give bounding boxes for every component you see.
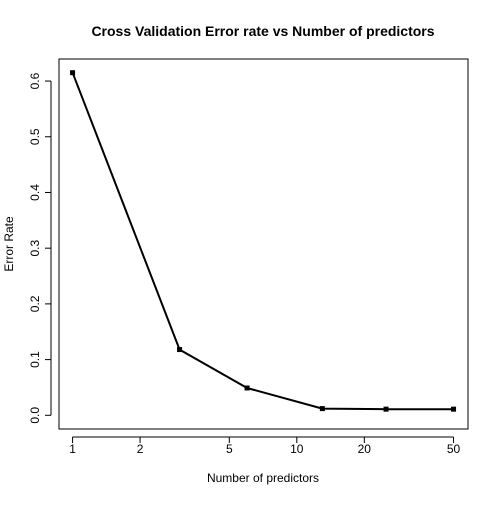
y-tick-label: 0.3 (28, 240, 42, 257)
x-tick-label: 1 (69, 442, 76, 456)
x-tick-label: 20 (358, 442, 372, 456)
data-point (244, 385, 250, 391)
y-tick-label: 0.6 (28, 72, 42, 89)
data-point (319, 406, 325, 412)
x-tick-label: 5 (226, 442, 233, 456)
x-axis: 1 2 5 10 20 50 (69, 436, 461, 456)
x-tick-label: 2 (137, 442, 144, 456)
plot-box (58, 58, 469, 430)
data-point (177, 347, 183, 353)
data-point (383, 406, 389, 412)
x-axis-label: Number of predictors (207, 471, 319, 485)
data-point (70, 70, 76, 76)
y-tick-label: 0.4 (28, 184, 42, 201)
y-axis: 0.0 0.1 0.2 0.3 0.4 0.5 0.6 (28, 72, 52, 424)
y-axis-label: Error Rate (2, 216, 16, 272)
y-tick-label: 0.2 (28, 295, 42, 312)
chart-title: Cross Validation Error rate vs Number of… (91, 23, 434, 39)
data-point (451, 406, 457, 412)
x-tick-label: 50 (447, 442, 461, 456)
series-group (70, 70, 457, 412)
series-line (71, 72, 454, 411)
y-tick-label: 0.0 (28, 407, 42, 424)
x-tick-label: 10 (290, 442, 304, 456)
y-tick-label: 0.1 (28, 351, 42, 368)
y-tick-label: 0.5 (28, 128, 42, 145)
